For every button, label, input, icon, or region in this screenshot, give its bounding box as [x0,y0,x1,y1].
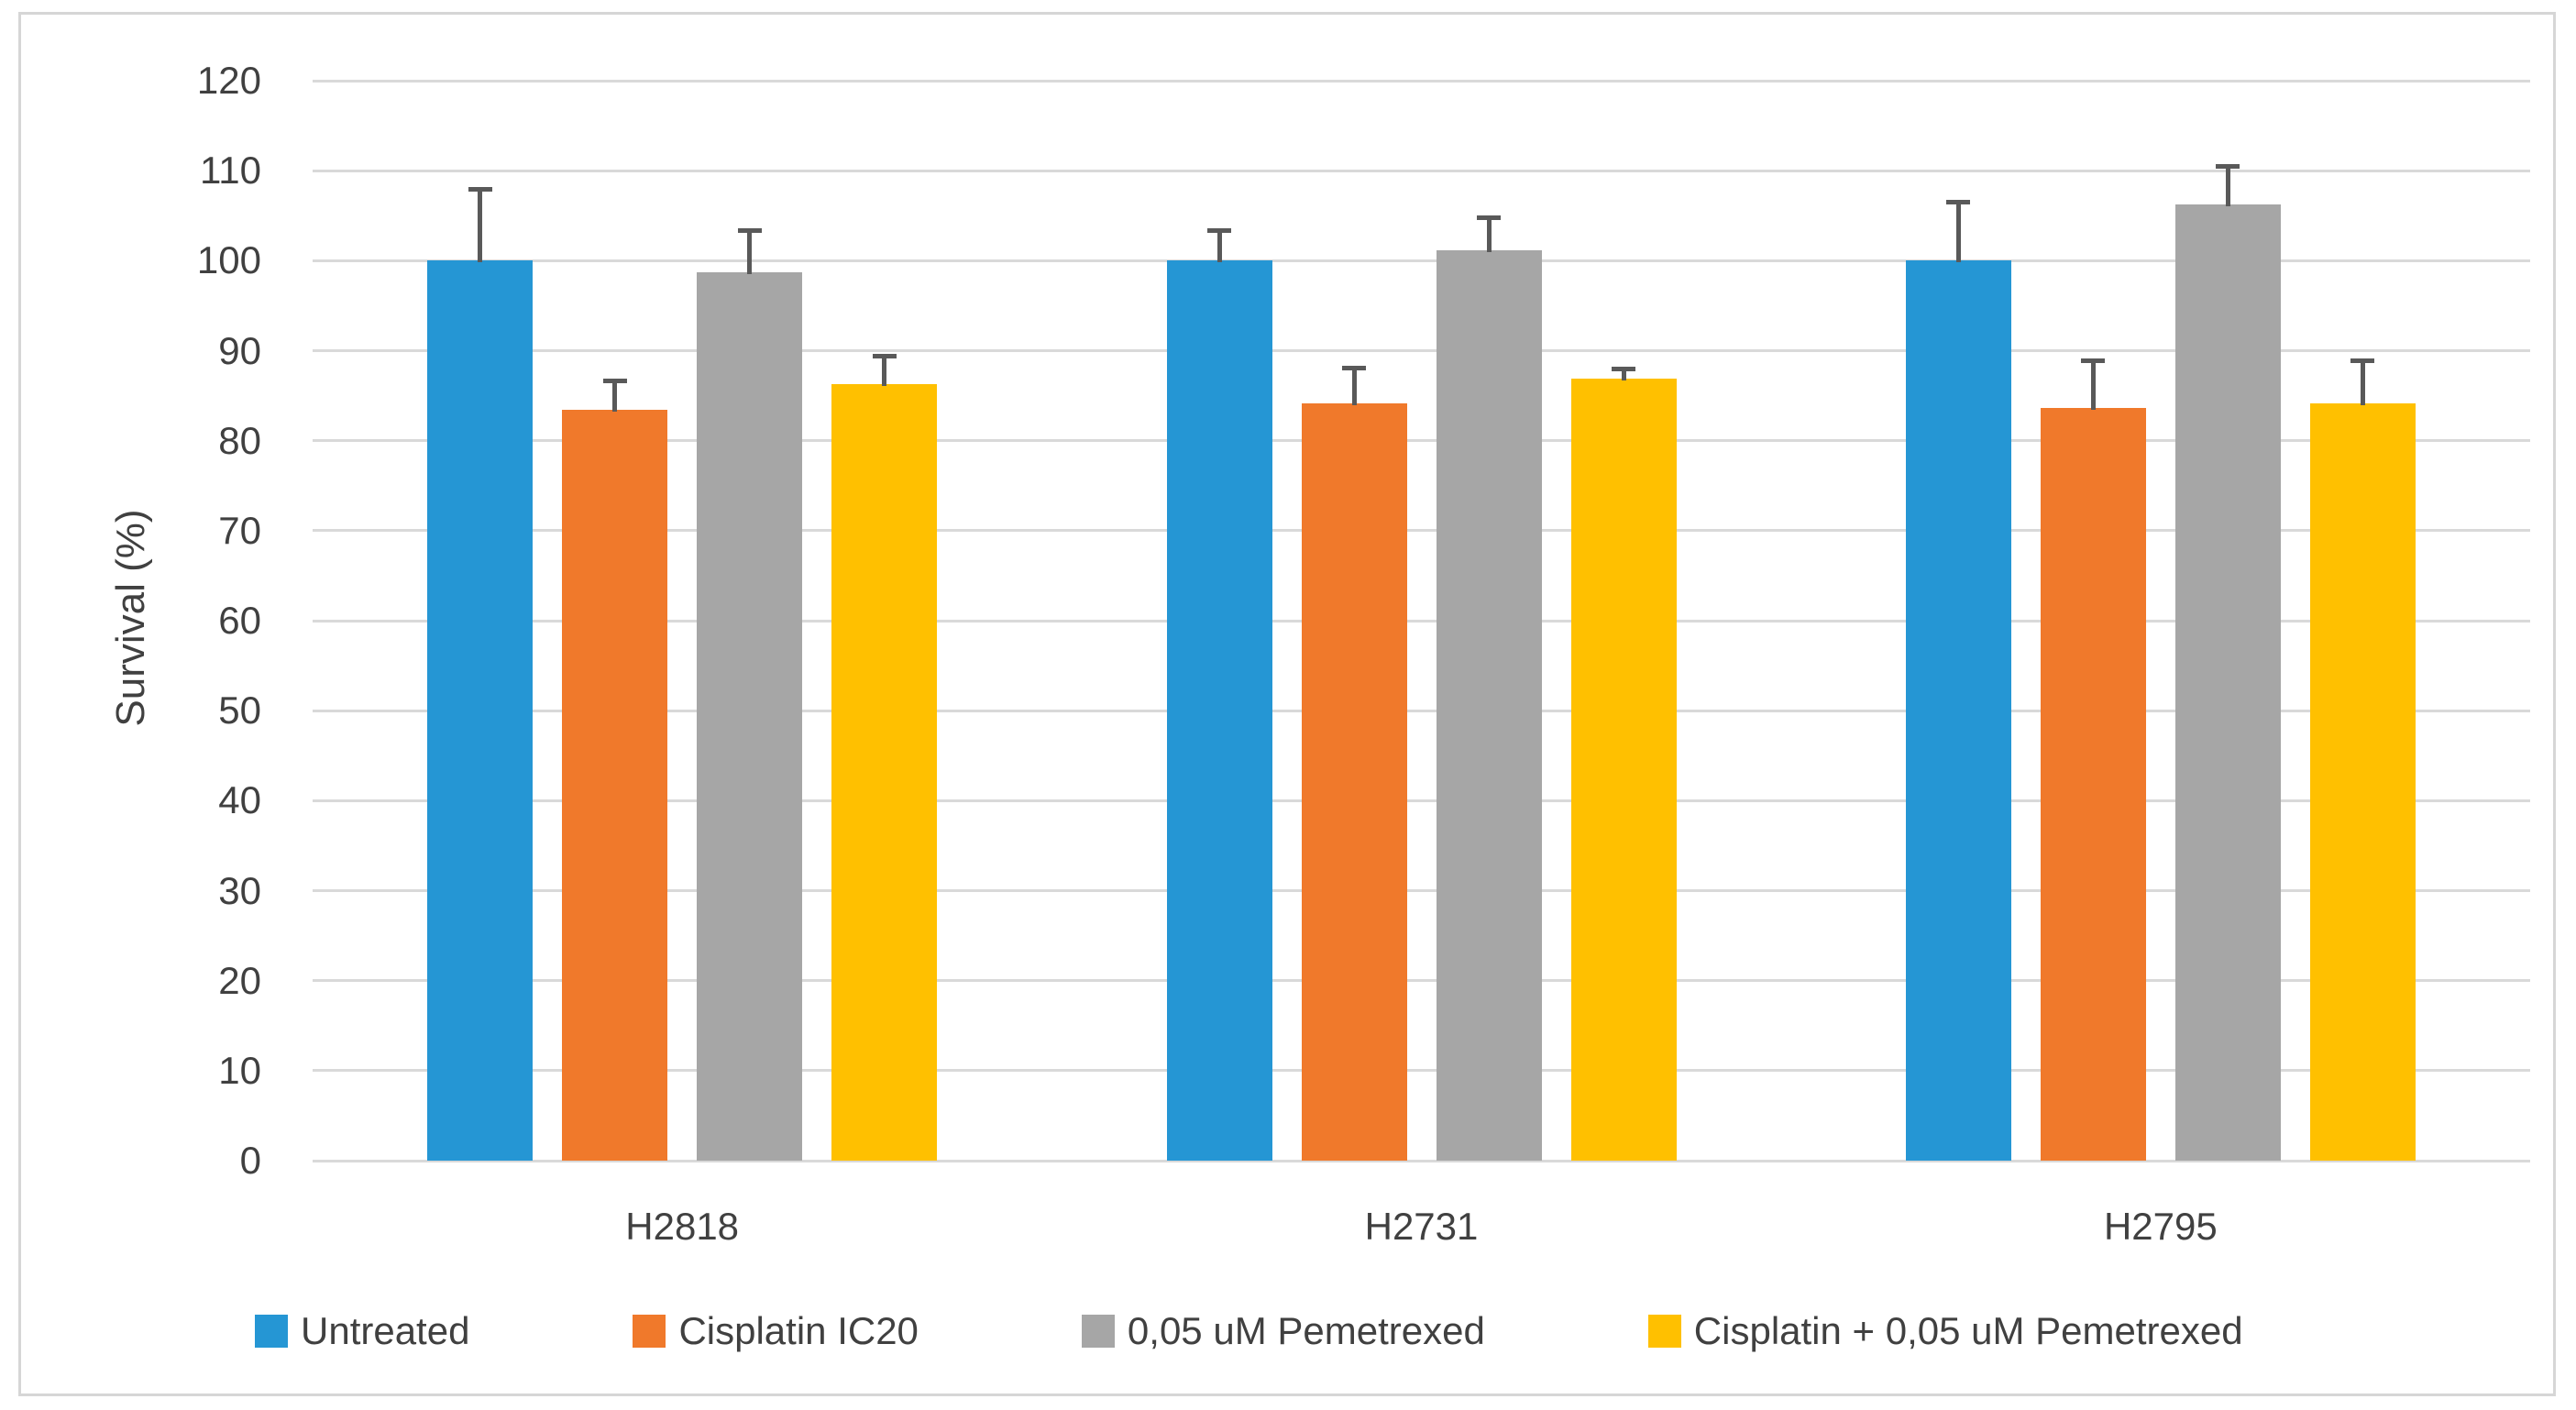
y-tick-label-50: 50 [218,688,261,733]
x-axis-label-H2795: H2795 [2103,1205,2218,1248]
error-bar-H2818-series4 [882,356,887,386]
bar-H2818-series4 [831,383,938,1161]
gridline-0 [313,1159,2530,1162]
y-tick-label-70: 70 [218,508,261,552]
x-axis-label-H2731: H2731 [1364,1205,1479,1248]
error-bar-H2818-series3 [747,229,753,275]
error-cap-H2795-series4 [2350,358,2375,364]
y-tick-label-80: 80 [218,418,261,462]
legend-item-4: Cisplatin + 0,05 uM Pemetrexed [1647,1309,2243,1353]
error-bar-H2731-series1 [1216,229,1222,263]
legend-item-2: Cisplatin IC20 [633,1309,919,1353]
error-bar-H2795-series3 [2225,166,2230,206]
error-bar-H2795-series2 [2090,360,2096,411]
legend: Untreated Cisplatin IC20 0,05 uM Pemetrexe… [255,1309,2243,1353]
y-tick-label-40: 40 [218,778,261,822]
bar-H2731-series3 [1436,249,1542,1161]
chart-border-frame: Survival (%) 0 10 20 30 40 50 60 70 80 90 100 110 12… [18,12,2556,1396]
bar-H2818-series2 [562,410,668,1161]
bar-H2731-series1 [1166,260,1272,1161]
gridline-10 [313,1069,2530,1073]
gridline-100 [313,259,2530,262]
y-tick-label-60: 60 [218,599,261,642]
y-tick-label-0: 0 [239,1139,261,1182]
y-tick-label-20: 20 [218,958,261,1002]
bar-H2795-series4 [2309,403,2416,1161]
legend-label-2: Cisplatin IC20 [678,1309,919,1352]
gridline-90 [313,349,2530,352]
legend-label-4: Cisplatin + 0,05 uM Pemetrexed [1693,1309,2243,1352]
y-tick-label-110: 110 [200,149,261,193]
gridline-120 [313,79,2530,83]
gridline-60 [313,619,2530,622]
legend-item-1: Untreated [255,1309,469,1353]
gridline-20 [313,979,2530,983]
legend-swatch-1 [255,1315,288,1348]
gridline-70 [313,529,2530,533]
gridline-50 [313,709,2530,712]
error-bar-H2818-series2 [612,380,618,413]
y-tick-label-120: 120 [196,59,261,102]
error-cap-H2731-series1 [1207,227,1231,233]
error-cap-H2795-series3 [2216,164,2240,170]
gridline-80 [313,439,2530,443]
error-cap-H2818-series1 [468,186,492,192]
error-bar-H2731-series4 [1621,369,1626,380]
error-cap-H2818-series4 [872,354,897,359]
error-bar-H2795-series1 [1955,201,1961,263]
legend-swatch-4 [1647,1315,1681,1348]
legend-item-3: 0,05 uM Pemetrexed [1081,1309,1485,1353]
y-tick-label-90: 90 [218,328,261,372]
plot-area [313,79,2530,1162]
bar-H2795-series2 [2040,408,2146,1161]
legend-label-3: 0,05 uM Pemetrexed [1127,1309,1485,1352]
x-axis-label-H2818: H2818 [625,1205,740,1248]
error-cap-H2818-series3 [737,227,762,233]
y-tick-label-30: 30 [218,868,261,912]
error-bar-H2731-series3 [1486,217,1492,252]
error-cap-H2731-series2 [1342,366,1366,371]
error-cap-H2818-series2 [602,378,627,383]
bar-H2731-series4 [1570,378,1677,1161]
gridline-30 [313,889,2530,892]
bar-H2731-series2 [1301,403,1407,1161]
y-tick-label-10: 10 [218,1048,261,1092]
bar-H2795-series3 [2174,204,2281,1161]
error-cap-H2731-series3 [1477,215,1501,221]
bar-H2818-series1 [427,260,534,1161]
legend-swatch-2 [633,1315,666,1348]
bar-H2818-series3 [697,272,803,1161]
error-bar-H2731-series2 [1351,368,1357,406]
bar-H2795-series1 [1905,260,2011,1161]
error-cap-H2795-series2 [2081,358,2106,364]
gridline-110 [313,169,2530,172]
error-cap-H2731-series4 [1612,367,1635,372]
gridline-40 [313,799,2530,802]
error-bar-H2818-series1 [478,188,483,263]
error-bar-H2795-series4 [2360,360,2365,406]
legend-swatch-3 [1081,1315,1115,1348]
legend-label-1: Untreated [301,1309,470,1352]
error-cap-H2795-series1 [1946,199,1971,204]
y-tick-label-100: 100 [196,238,261,282]
